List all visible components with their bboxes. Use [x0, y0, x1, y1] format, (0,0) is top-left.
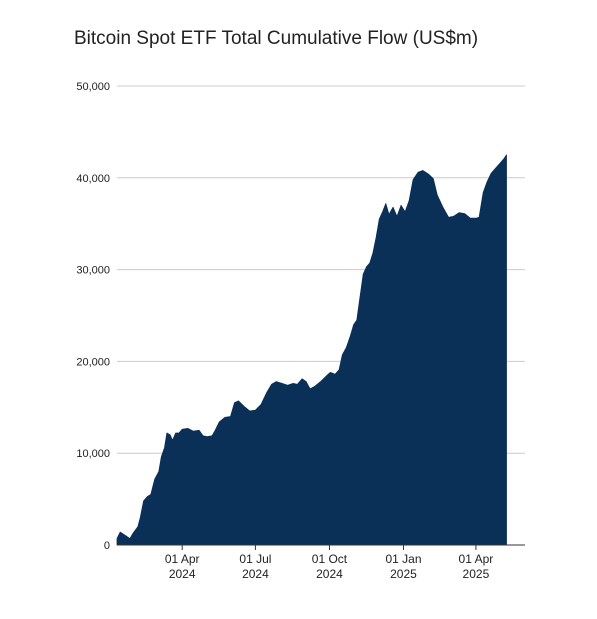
y-tick-label: 20,000: [76, 356, 110, 368]
x-tick-label: 01 Jan: [385, 552, 421, 566]
chart-title: Bitcoin Spot ETF Total Cumulative Flow (…: [74, 28, 479, 49]
y-tick-label: 10,000: [76, 448, 110, 460]
x-tick-label: 01 Apr: [165, 552, 200, 566]
x-tick-year: 2025: [390, 567, 417, 581]
x-tick-label: 01 Oct: [312, 552, 348, 566]
axes: [117, 544, 525, 550]
y-tick-label: 0: [104, 540, 110, 552]
y-tick-label: 40,000: [76, 173, 110, 185]
cumulative-flow-area: [116, 154, 507, 546]
area-layer: [116, 154, 507, 546]
y-tick-label: 50,000: [76, 81, 110, 93]
x-tick-label: 01 Jul: [239, 552, 271, 566]
x-tick-year: 2024: [242, 567, 269, 581]
y-tick-label: 30,000: [76, 265, 110, 277]
x-tick-year: 2024: [169, 567, 196, 581]
x-tick-year: 2024: [316, 567, 343, 581]
y-tick-labels: 0 10,000 20,000 30,000 40,000 50,000: [76, 81, 110, 552]
x-tick-label: 01 Apr: [459, 552, 494, 566]
x-tick-year: 2025: [463, 567, 490, 581]
